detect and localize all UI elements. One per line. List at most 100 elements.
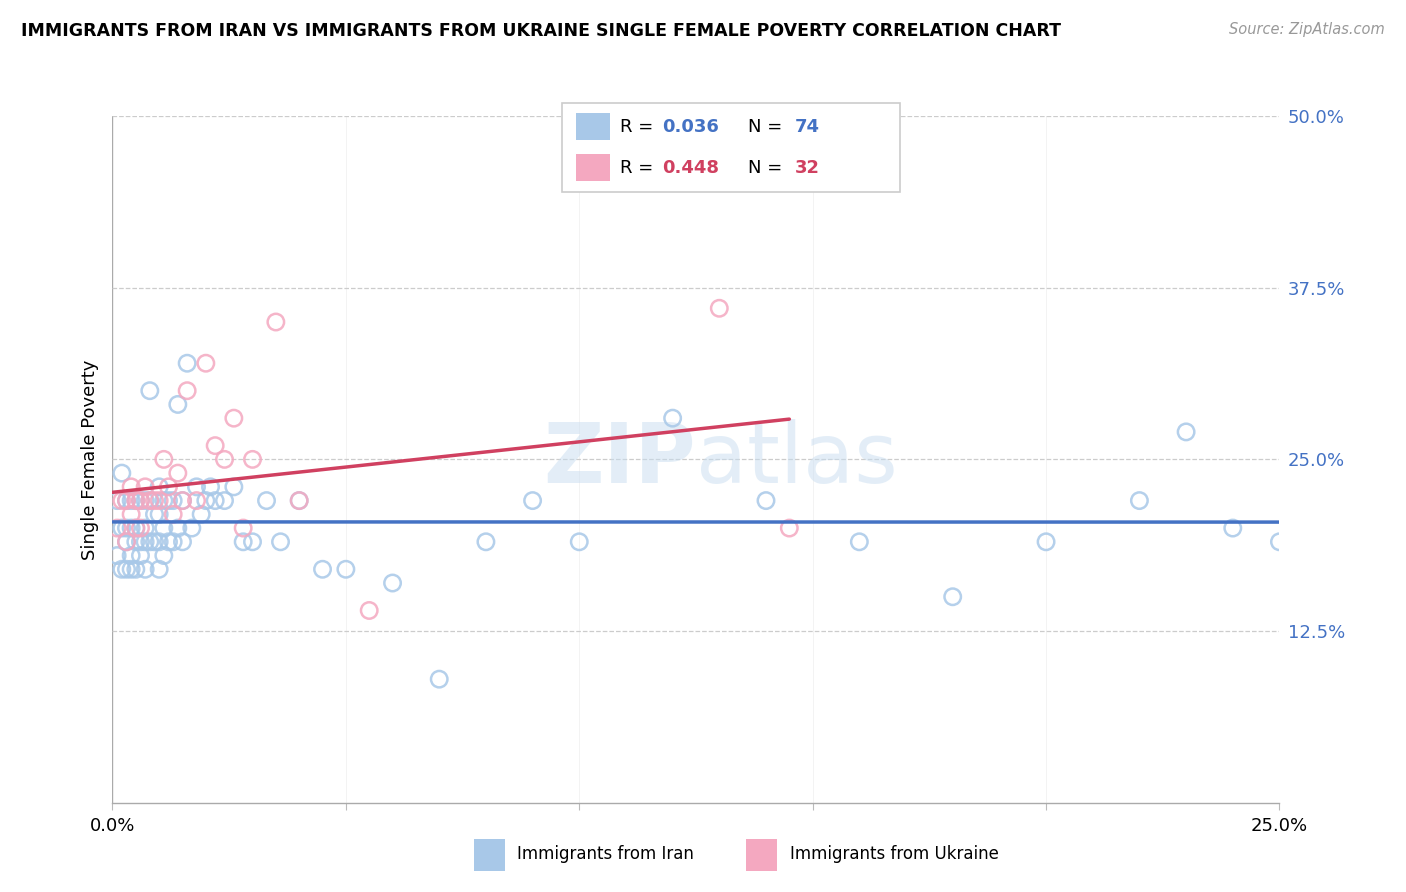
Point bbox=[115, 493, 138, 508]
Point bbox=[172, 534, 194, 549]
Point bbox=[115, 534, 138, 549]
Text: 0.448: 0.448 bbox=[662, 159, 718, 177]
Point bbox=[134, 534, 156, 549]
Point bbox=[105, 549, 128, 563]
Point bbox=[115, 521, 138, 535]
Text: R =: R = bbox=[620, 159, 659, 177]
Point bbox=[172, 493, 194, 508]
Point bbox=[148, 480, 170, 494]
Point bbox=[120, 493, 142, 508]
Point bbox=[1175, 425, 1198, 439]
Point bbox=[232, 534, 254, 549]
Point bbox=[848, 534, 870, 549]
Point bbox=[115, 562, 138, 576]
Point bbox=[148, 493, 170, 508]
Point bbox=[125, 493, 148, 508]
Point bbox=[1128, 493, 1150, 508]
Point bbox=[475, 534, 498, 549]
Point bbox=[120, 480, 142, 494]
Point bbox=[125, 521, 148, 535]
Text: N =: N = bbox=[748, 159, 787, 177]
Point bbox=[180, 521, 202, 535]
Text: IMMIGRANTS FROM IRAN VS IMMIGRANTS FROM UKRAINE SINGLE FEMALE POVERTY CORRELATIO: IMMIGRANTS FROM IRAN VS IMMIGRANTS FROM … bbox=[21, 22, 1062, 40]
Point bbox=[139, 493, 162, 508]
Point bbox=[311, 562, 333, 576]
Point bbox=[204, 439, 226, 453]
Point bbox=[264, 315, 287, 329]
Point bbox=[522, 493, 544, 508]
Point bbox=[125, 521, 148, 535]
Point bbox=[214, 452, 236, 467]
Point bbox=[111, 493, 134, 508]
Point bbox=[214, 493, 236, 508]
Point bbox=[111, 466, 134, 480]
Point bbox=[134, 521, 156, 535]
Point bbox=[129, 493, 152, 508]
Point bbox=[148, 508, 170, 522]
Point bbox=[153, 549, 176, 563]
Point bbox=[232, 521, 254, 535]
Point bbox=[222, 480, 245, 494]
Point bbox=[242, 534, 264, 549]
Point bbox=[157, 534, 180, 549]
Text: Immigrants from Ukraine: Immigrants from Ukraine bbox=[790, 845, 998, 863]
Point bbox=[125, 562, 148, 576]
Point bbox=[129, 534, 152, 549]
Point bbox=[125, 493, 148, 508]
Point bbox=[129, 493, 152, 508]
Point bbox=[1035, 534, 1057, 549]
Point bbox=[139, 493, 162, 508]
Text: Source: ZipAtlas.com: Source: ZipAtlas.com bbox=[1229, 22, 1385, 37]
Point bbox=[153, 452, 176, 467]
Point bbox=[427, 672, 450, 686]
Text: atlas: atlas bbox=[696, 419, 897, 500]
Bar bbox=[747, 839, 778, 871]
Point bbox=[105, 493, 128, 508]
Point bbox=[166, 397, 188, 411]
Text: Immigrants from Iran: Immigrants from Iran bbox=[517, 845, 695, 863]
Point bbox=[288, 493, 311, 508]
FancyBboxPatch shape bbox=[562, 103, 900, 192]
Point bbox=[134, 562, 156, 576]
Point bbox=[162, 493, 184, 508]
Point bbox=[157, 480, 180, 494]
Point bbox=[134, 480, 156, 494]
Point bbox=[190, 508, 212, 522]
Point bbox=[1268, 534, 1291, 549]
Point bbox=[148, 534, 170, 549]
Point bbox=[139, 384, 162, 398]
Bar bbox=[576, 154, 610, 181]
Point bbox=[256, 493, 278, 508]
Point bbox=[162, 508, 184, 522]
Point bbox=[172, 493, 194, 508]
Point bbox=[166, 466, 188, 480]
Point bbox=[755, 493, 778, 508]
Point bbox=[134, 493, 156, 508]
Point bbox=[139, 534, 162, 549]
Point bbox=[129, 521, 152, 535]
Text: ZIP: ZIP bbox=[544, 419, 696, 500]
Bar bbox=[474, 839, 505, 871]
Point bbox=[120, 549, 142, 563]
Point bbox=[204, 493, 226, 508]
Bar bbox=[576, 113, 610, 140]
Point bbox=[153, 521, 176, 535]
Point bbox=[942, 590, 965, 604]
Point bbox=[194, 356, 217, 370]
Point bbox=[186, 480, 208, 494]
Point bbox=[288, 493, 311, 508]
Point bbox=[120, 562, 142, 576]
Point bbox=[270, 534, 292, 549]
Point bbox=[143, 534, 166, 549]
Point bbox=[143, 508, 166, 522]
Point bbox=[242, 452, 264, 467]
Point bbox=[176, 384, 198, 398]
Text: N =: N = bbox=[748, 118, 787, 136]
Point bbox=[120, 521, 142, 535]
Y-axis label: Single Female Poverty: Single Female Poverty bbox=[80, 359, 98, 559]
Point bbox=[381, 576, 404, 591]
Point bbox=[157, 493, 180, 508]
Point bbox=[125, 534, 148, 549]
Point bbox=[661, 411, 683, 425]
Text: 0.036: 0.036 bbox=[662, 118, 718, 136]
